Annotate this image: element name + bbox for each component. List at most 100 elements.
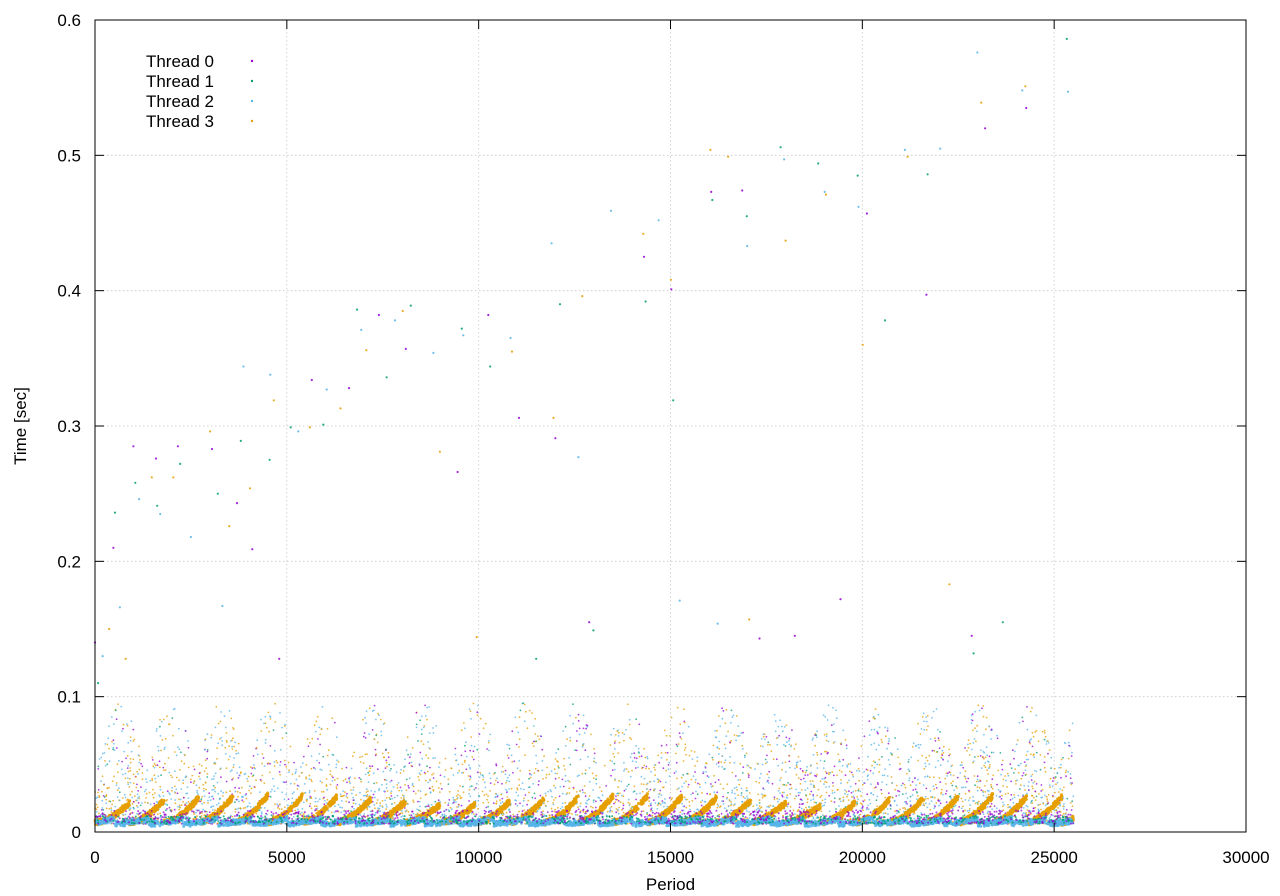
data-point	[212, 805, 215, 807]
data-point	[924, 765, 927, 768]
data-point	[476, 748, 479, 751]
data-point	[314, 730, 317, 733]
data-point	[761, 763, 764, 766]
data-point	[727, 805, 730, 808]
data-point	[158, 794, 161, 796]
data-point	[1059, 788, 1062, 790]
data-point	[424, 715, 427, 717]
data-point	[111, 740, 113, 743]
data-point	[579, 805, 582, 808]
data-point	[819, 759, 822, 762]
data-point	[1031, 787, 1034, 790]
data-point	[551, 810, 553, 813]
data-point	[868, 720, 871, 722]
data-point	[305, 777, 308, 780]
data-point	[795, 761, 798, 764]
data-point	[273, 765, 276, 767]
data-point	[670, 716, 673, 719]
data-point	[348, 780, 351, 783]
data-point	[106, 763, 109, 766]
data-point	[550, 790, 552, 793]
data-point	[556, 806, 559, 809]
data-point	[515, 743, 518, 746]
data-point	[255, 812, 258, 815]
data-point	[534, 717, 537, 720]
data-point	[406, 736, 409, 739]
data-point	[643, 764, 646, 767]
data-point	[334, 779, 336, 781]
data-point	[917, 743, 920, 746]
data-point	[452, 796, 455, 799]
data-point	[157, 749, 160, 752]
data-point	[314, 797, 317, 799]
data-point	[627, 770, 630, 773]
data-point	[877, 713, 880, 716]
data-point	[766, 754, 768, 757]
data-point	[365, 791, 368, 793]
data-point	[909, 800, 912, 802]
data-point	[935, 708, 938, 710]
data-point	[990, 729, 993, 732]
data-point	[327, 749, 330, 752]
data-point	[323, 803, 326, 806]
data-point	[1030, 802, 1032, 804]
data-point	[146, 781, 148, 783]
data-point	[487, 801, 490, 804]
data-point	[783, 726, 786, 728]
data-point	[525, 710, 527, 713]
data-point	[770, 750, 773, 753]
data-point	[731, 789, 734, 792]
data-point	[418, 772, 421, 775]
data-point	[220, 737, 223, 739]
data-point	[532, 725, 535, 727]
data-point	[537, 770, 540, 772]
data-point	[722, 710, 725, 712]
data-point	[1010, 780, 1012, 783]
data-point	[562, 764, 565, 767]
data-point	[854, 782, 857, 785]
data-point	[827, 740, 830, 743]
data-point	[132, 773, 135, 776]
data-point	[785, 736, 788, 739]
data-point	[998, 796, 1001, 798]
data-point	[1027, 781, 1030, 783]
data-point	[748, 774, 750, 776]
data-point	[729, 741, 731, 744]
data-point	[915, 744, 917, 747]
data-point	[1069, 773, 1072, 775]
data-point	[108, 747, 110, 750]
data-point	[1067, 757, 1070, 760]
data-point	[842, 729, 845, 732]
data-point	[97, 791, 99, 794]
data-point	[475, 782, 478, 785]
data-point	[493, 773, 495, 775]
data-point	[418, 779, 420, 781]
data-point	[670, 798, 673, 801]
data-point	[385, 759, 388, 762]
data-point	[633, 752, 636, 755]
data-point	[758, 777, 761, 779]
data-point	[691, 758, 694, 760]
data-point	[1034, 790, 1037, 793]
data-point	[557, 748, 560, 751]
data-point	[352, 802, 355, 805]
data-point	[376, 768, 379, 771]
data-point	[476, 711, 479, 714]
data-point	[584, 772, 587, 775]
data-point	[110, 716, 113, 718]
data-point	[339, 793, 342, 796]
data-point	[471, 756, 474, 758]
data-point	[220, 776, 222, 779]
data-point	[623, 769, 625, 772]
data-point	[928, 803, 931, 805]
data-point	[309, 802, 312, 805]
data-point	[772, 805, 775, 807]
data-point	[1047, 802, 1050, 804]
data-point	[656, 804, 659, 806]
data-point	[661, 802, 664, 804]
data-point	[648, 796, 651, 799]
data-point	[928, 776, 931, 779]
data-point	[564, 745, 567, 747]
data-point	[1054, 777, 1056, 780]
